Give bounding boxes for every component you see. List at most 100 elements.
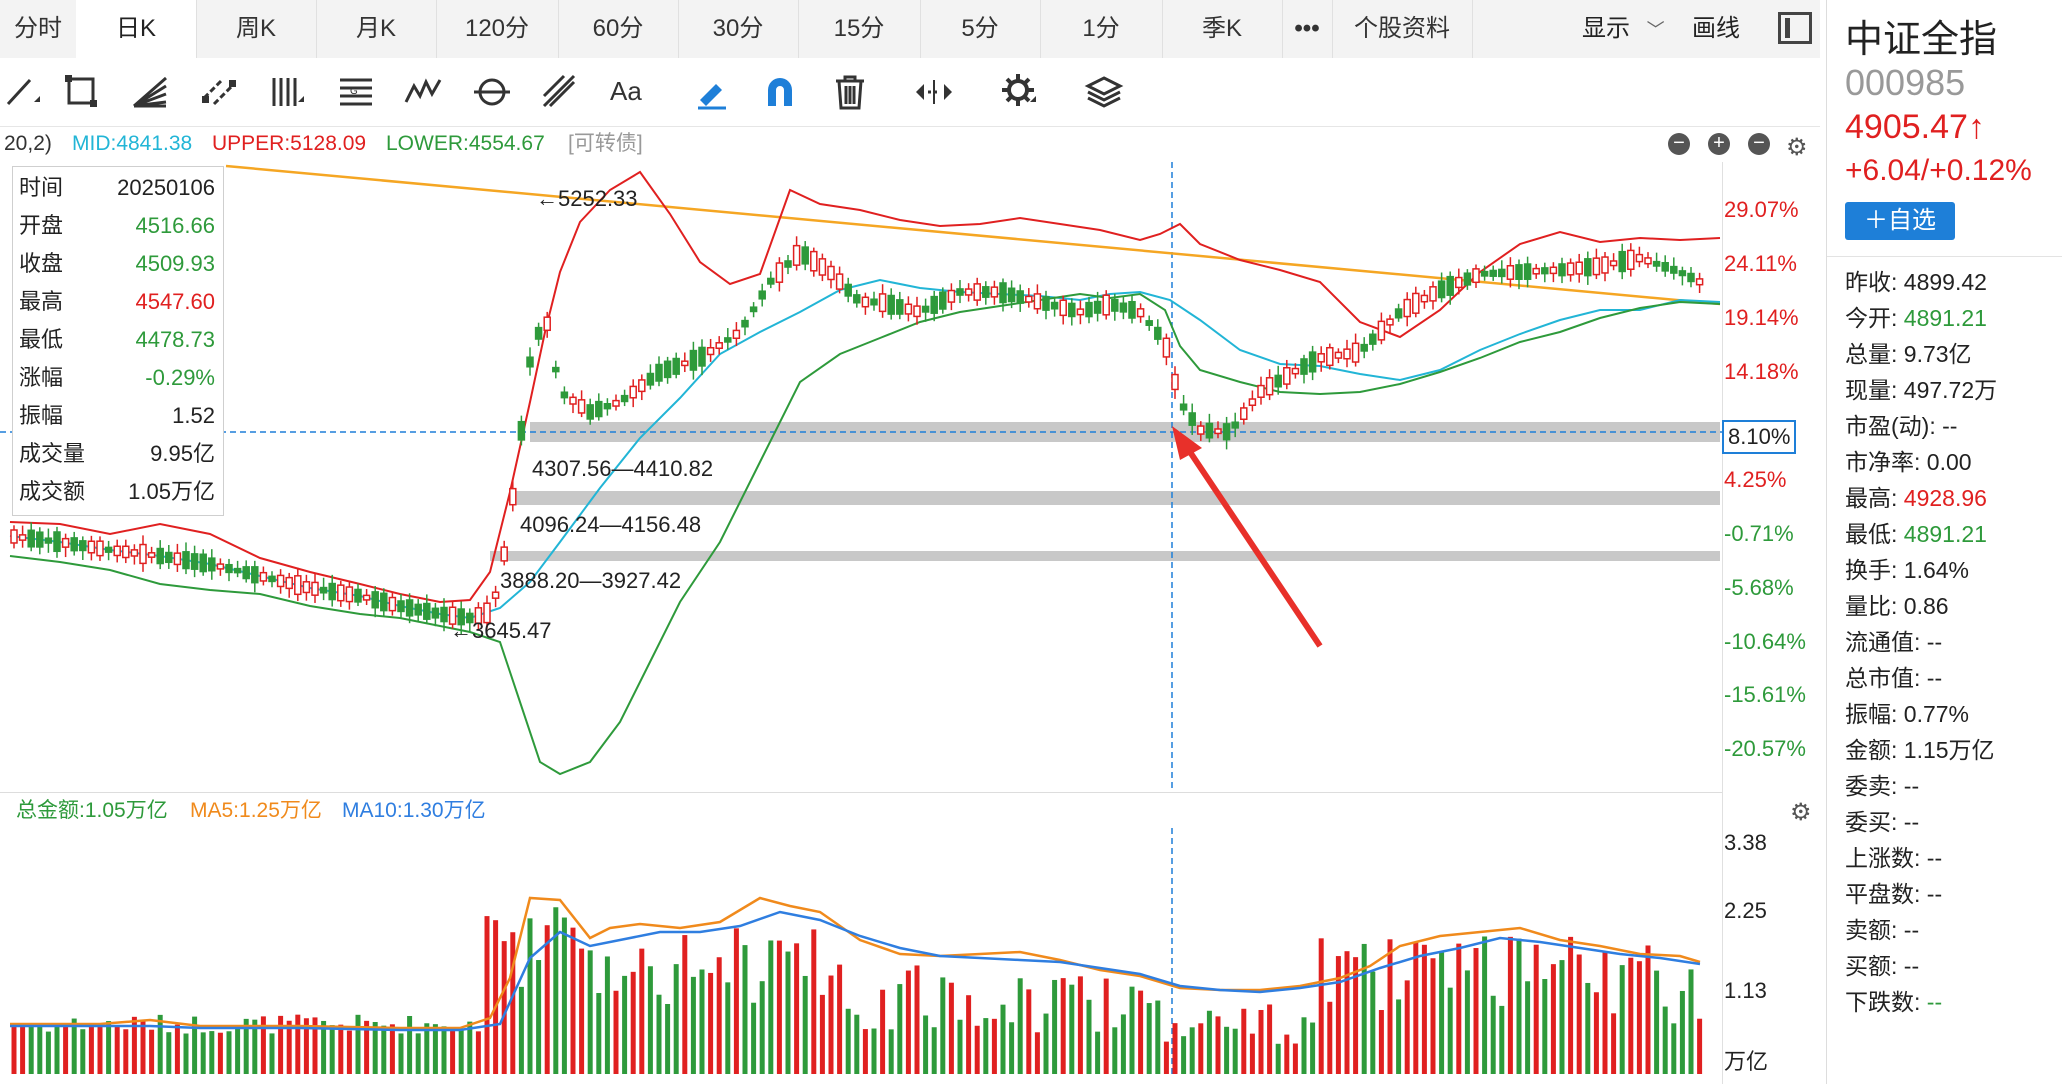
stat-open: 今开: 4891.21 — [1845, 305, 1987, 331]
cycle-tool-icon[interactable] — [472, 72, 512, 112]
fib-tool-icon[interactable] — [540, 72, 580, 112]
candle — [337, 584, 345, 602]
zoom-in-icon[interactable]: + — [1708, 133, 1730, 155]
candle — [835, 273, 844, 290]
volume-bar — [1628, 957, 1634, 1074]
tab-5min[interactable]: 5分 — [920, 0, 1041, 58]
candle — [947, 289, 956, 303]
stat-total-volume: 总量: 9.73亿 — [1845, 341, 1972, 367]
line-tool-icon[interactable] — [4, 72, 44, 112]
candle — [534, 326, 543, 340]
volume-bar — [1172, 1023, 1178, 1074]
volume-bar — [1421, 944, 1427, 1074]
candle — [1257, 384, 1265, 398]
display-menu[interactable]: 显示 ﹀ — [1582, 0, 1665, 58]
candle — [1343, 348, 1351, 360]
collapse-icon[interactable]: − — [1668, 133, 1690, 155]
pen-tool-icon[interactable] — [692, 72, 732, 112]
volume-bar — [364, 1020, 370, 1074]
fan-tool-icon[interactable] — [130, 72, 170, 112]
stat-current-volume: 现量: 497.72万 — [1845, 377, 1998, 403]
candle — [1154, 326, 1162, 340]
tab-30min[interactable]: 30分 — [678, 0, 799, 58]
stat-pe: 市盈(动): -- — [1845, 413, 1958, 439]
rectangle-tool-icon[interactable] — [62, 72, 102, 112]
candle — [964, 288, 973, 296]
tab-quarterly-k[interactable]: 季K — [1162, 0, 1283, 58]
tab-15min[interactable]: 15分 — [798, 0, 921, 58]
tab-daily-k[interactable]: 日K — [76, 0, 197, 58]
gann-tool-icon[interactable]: G — [336, 72, 376, 112]
tab-monthly-k[interactable]: 月K — [316, 0, 437, 58]
panel-toggle-icon[interactable] — [1778, 12, 1812, 44]
axis-label: -5.68% — [1724, 575, 1794, 600]
volume-bar — [1301, 1017, 1307, 1074]
layers-icon[interactable] — [1084, 72, 1124, 112]
volume-bar — [286, 1020, 292, 1074]
volume-bar — [157, 1014, 163, 1074]
candle — [689, 349, 698, 371]
candle — [509, 487, 517, 506]
channel-tool-icon[interactable] — [200, 72, 240, 112]
axis-label: 19.14% — [1724, 305, 1799, 330]
tab-stock-profile[interactable]: 个股资料 — [1332, 0, 1473, 58]
draw-line-button[interactable]: 画线 — [1692, 15, 1740, 42]
candle — [629, 385, 637, 399]
volume-bar — [716, 957, 722, 1074]
volume-bar — [1026, 989, 1032, 1074]
candle — [1007, 287, 1016, 303]
magnet-icon[interactable] — [760, 72, 800, 112]
volume-bar — [174, 1024, 180, 1074]
candle — [543, 316, 551, 332]
volume-bar — [1473, 948, 1479, 1074]
volume-bar — [923, 1015, 929, 1074]
candle — [1076, 308, 1085, 316]
candle — [1300, 358, 1308, 375]
tab-120min[interactable]: 120分 — [436, 0, 559, 58]
volume-chart[interactable] — [0, 828, 1722, 1074]
tab-1min[interactable]: 1分 — [1040, 0, 1163, 58]
volume-bar — [217, 1032, 223, 1074]
tab-more[interactable]: ••• — [1282, 0, 1333, 58]
tab-intraday[interactable]: 分时 — [0, 0, 77, 58]
boll-upper-line — [9, 170, 1721, 604]
candle — [199, 553, 207, 573]
info-row-high: 最高 4547.60 — [19, 289, 215, 314]
volume-ma5-line — [10, 896, 1701, 1030]
candle — [1050, 301, 1059, 310]
bars-tool-icon[interactable] — [268, 72, 308, 112]
tab-60min[interactable]: 60分 — [558, 0, 679, 58]
volume-bar — [252, 1019, 258, 1074]
candle — [1601, 256, 1609, 274]
wave-tool-icon[interactable] — [404, 72, 444, 112]
volume-bar — [467, 1021, 473, 1074]
candle — [345, 586, 354, 603]
volume-bar — [123, 1029, 129, 1074]
tab-weekly-k[interactable]: 周K — [196, 0, 317, 58]
volume-settings-icon[interactable]: ⚙ — [1790, 799, 1812, 826]
candle — [982, 286, 990, 298]
candle — [1033, 293, 1042, 310]
candle — [853, 294, 861, 304]
eye-icon[interactable] — [914, 72, 954, 112]
candle — [27, 529, 35, 548]
legend-convertible-note[interactable]: [可转债] — [568, 132, 643, 155]
trash-icon[interactable] — [830, 72, 870, 112]
stat-ask: 委卖: -- — [1845, 773, 1920, 799]
indicator-settings-icon[interactable]: ⚙ — [1786, 134, 1808, 161]
volume-bar — [1052, 979, 1058, 1074]
volume-bar — [1654, 970, 1660, 1074]
zoom-out-icon[interactable]: − — [1748, 133, 1770, 155]
volume-bar — [1611, 1013, 1617, 1074]
candlestick-chart[interactable] — [0, 162, 1722, 792]
candle — [1231, 421, 1239, 429]
text-tool-icon[interactable]: Aa — [608, 72, 648, 112]
candle — [1119, 302, 1128, 313]
candle — [681, 360, 689, 367]
annotation-gap-2: 4096.24—4156.48 — [520, 512, 702, 537]
volume-bar — [1361, 943, 1367, 1074]
candle — [1575, 261, 1583, 275]
add-watchlist-button[interactable]: ＋自选 — [1845, 202, 1955, 240]
volume-bar — [940, 977, 946, 1074]
gear-icon[interactable] — [1000, 72, 1040, 112]
